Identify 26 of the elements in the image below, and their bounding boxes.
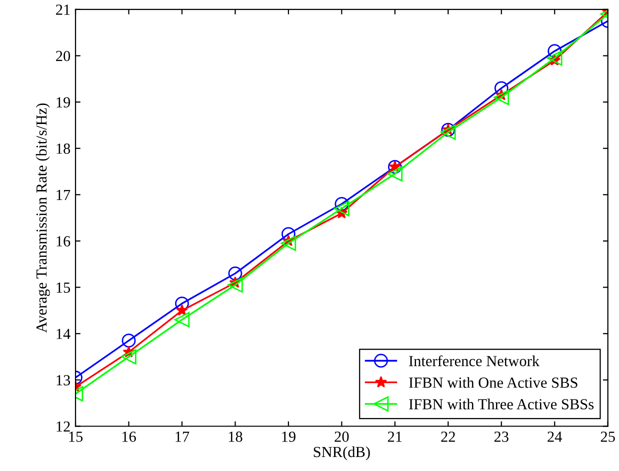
y-tick-label: 13: [56, 375, 70, 386]
y-axis-title: Average Transmission Rate (bit/s/Hz): [36, 103, 50, 333]
x-tick-label: 18: [228, 432, 242, 442]
x-tick-label: 25: [600, 432, 615, 442]
x-axis-title: SNR(dB): [314, 446, 370, 460]
x-tick-label: 23: [494, 432, 508, 442]
y-tick-label: 14: [56, 328, 70, 339]
x-tick-label: 24: [548, 432, 562, 442]
legend-label: IFBN with Three Active SBSs: [409, 398, 594, 410]
y-tick-label: 19: [56, 97, 70, 108]
y-tick-label: 15: [56, 282, 70, 293]
y-tick-label: 21: [56, 4, 70, 15]
y-tick-label: 18: [56, 144, 70, 154]
x-tick-label: 16: [122, 432, 136, 442]
y-tick-label: 17: [56, 190, 70, 200]
x-tick-label: 19: [282, 432, 296, 442]
y-tick-label: 12: [56, 421, 70, 432]
x-tick-label: 21: [388, 432, 402, 442]
x-tick-label: 22: [441, 432, 455, 442]
y-tick-label: 20: [56, 50, 70, 62]
legend-label: IFBN with One Active SBS: [409, 377, 578, 388]
x-tick-label: 15: [69, 432, 83, 442]
x-tick-label: 20: [334, 432, 349, 442]
y-tick-label: 16: [56, 236, 70, 246]
x-tick-label: 17: [176, 432, 190, 442]
legend-label: Interference Network: [409, 355, 540, 366]
